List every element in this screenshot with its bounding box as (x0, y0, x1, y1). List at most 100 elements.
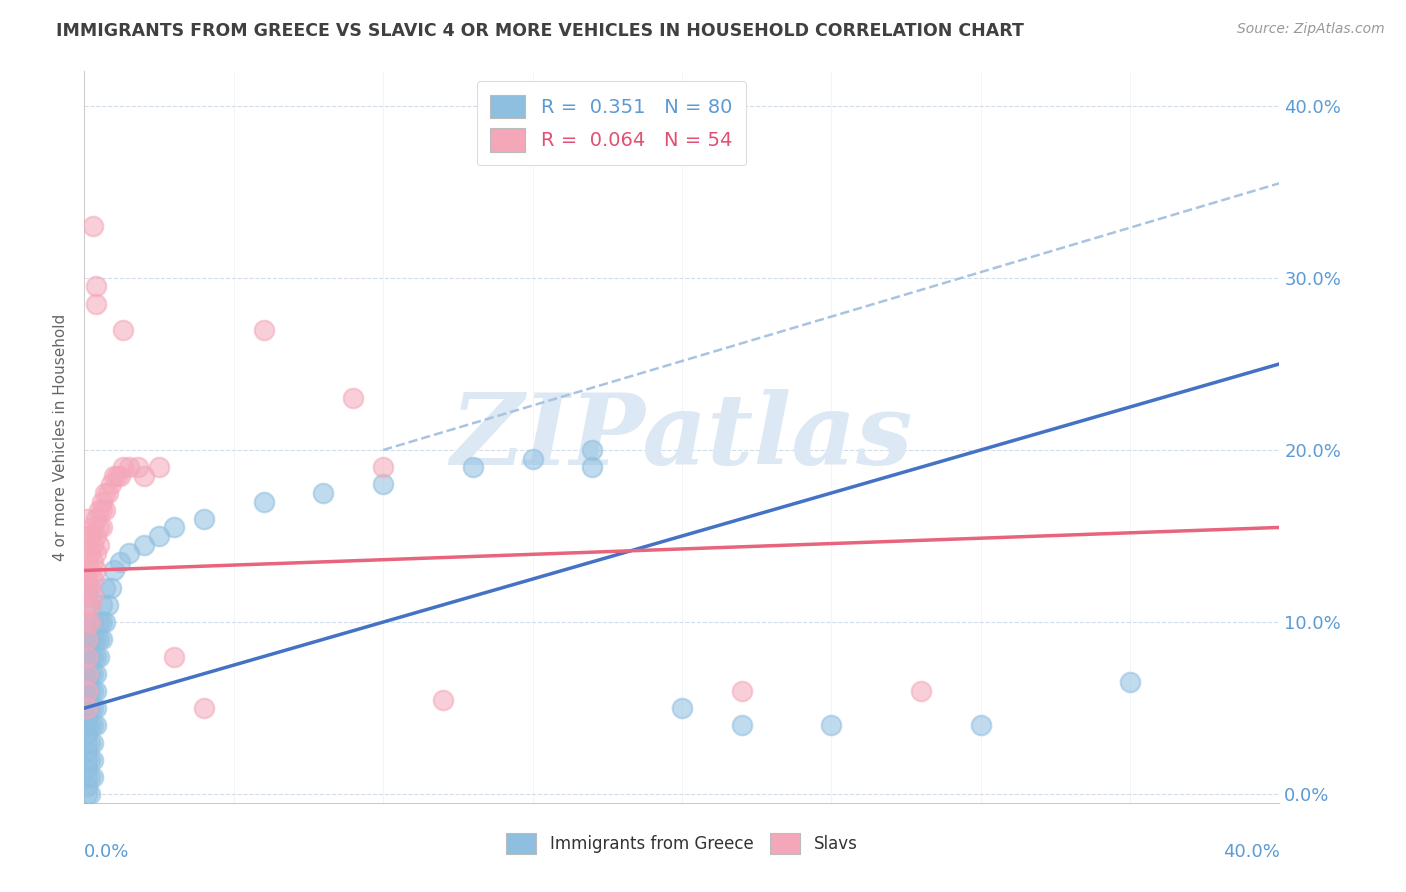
Point (76, 710, 98, 724)
Point (100, 581, 122, 595)
Point (76, 718, 98, 732)
Point (79, 770, 101, 784)
Point (253, 322, 276, 336)
Point (79, 787, 101, 801)
Point (82, 632, 104, 647)
Point (86, 718, 108, 732)
Point (79, 684, 101, 698)
Point (79, 666, 101, 681)
Point (76, 666, 98, 681)
Point (820, 718, 842, 732)
Point (89, 632, 111, 647)
Point (76, 598, 98, 612)
Point (432, 692, 454, 706)
Point (82, 770, 104, 784)
Point (76, 787, 98, 801)
Point (79, 581, 101, 595)
Point (89, 615, 111, 629)
Point (94, 581, 117, 595)
Point (253, 494, 276, 508)
Point (76, 753, 98, 767)
Point (86, 529, 108, 543)
Point (82, 684, 104, 698)
Point (671, 701, 693, 715)
Point (82, 615, 104, 629)
Point (82, 735, 104, 749)
Point (86, 546, 108, 560)
Point (76, 649, 98, 664)
Point (581, 460, 603, 475)
Point (86, 649, 108, 664)
Point (82, 649, 104, 664)
Point (910, 684, 932, 698)
Point (89, 503, 111, 517)
Point (79, 598, 101, 612)
Point (132, 538, 156, 552)
Text: 0.0%: 0.0% (84, 843, 129, 861)
Point (112, 322, 135, 336)
Point (79, 529, 101, 543)
Point (79, 753, 101, 767)
Point (76, 727, 98, 741)
Text: 40.0%: 40.0% (1223, 843, 1279, 861)
Point (82, 572, 104, 586)
Point (76, 632, 98, 647)
Point (76, 649, 98, 664)
Point (373, 460, 395, 475)
Point (76, 701, 98, 715)
Point (110, 555, 132, 569)
Point (110, 468, 132, 483)
Point (461, 460, 484, 475)
Point (79, 632, 101, 647)
Point (89, 649, 111, 664)
Point (76, 512, 98, 526)
Point (82, 701, 104, 715)
Y-axis label: 4 or more Vehicles in Household: 4 or more Vehicles in Household (53, 313, 69, 561)
Point (79, 735, 101, 749)
Point (91, 494, 114, 508)
Point (127, 460, 149, 475)
Point (112, 460, 135, 475)
Point (76, 624, 98, 638)
Point (1119, 675, 1142, 690)
Point (79, 718, 101, 732)
Point (132, 468, 156, 483)
Point (581, 442, 603, 457)
Point (118, 460, 141, 475)
Text: ZIPatlas: ZIPatlas (451, 389, 912, 485)
Point (79, 701, 101, 715)
Point (76, 701, 98, 715)
Point (193, 701, 215, 715)
Point (97, 598, 120, 612)
Point (148, 460, 170, 475)
Point (97, 486, 120, 500)
Point (79, 564, 101, 578)
Point (103, 564, 125, 578)
Point (94, 486, 117, 500)
Point (86, 279, 108, 293)
Point (82, 538, 104, 552)
Point (100, 477, 122, 491)
Point (82, 666, 104, 681)
Point (76, 658, 98, 673)
Text: IMMIGRANTS FROM GREECE VS SLAVIC 4 OR MORE VEHICLES IN HOUSEHOLD CORRELATION CHA: IMMIGRANTS FROM GREECE VS SLAVIC 4 OR MO… (56, 22, 1024, 40)
Point (91, 615, 114, 629)
Legend: Immigrants from Greece, Slavs: Immigrants from Greece, Slavs (499, 827, 865, 860)
Point (91, 503, 114, 517)
Point (91, 598, 114, 612)
Point (86, 701, 108, 715)
Point (79, 649, 101, 664)
Point (79, 615, 101, 629)
Point (76, 761, 98, 775)
Point (82, 589, 104, 603)
Point (82, 520, 104, 534)
Point (105, 468, 128, 483)
Point (163, 649, 186, 664)
Point (82, 219, 104, 234)
Point (76, 744, 98, 758)
Point (76, 779, 98, 793)
Point (82, 718, 104, 732)
Point (970, 718, 993, 732)
Point (76, 675, 98, 690)
Point (76, 615, 98, 629)
